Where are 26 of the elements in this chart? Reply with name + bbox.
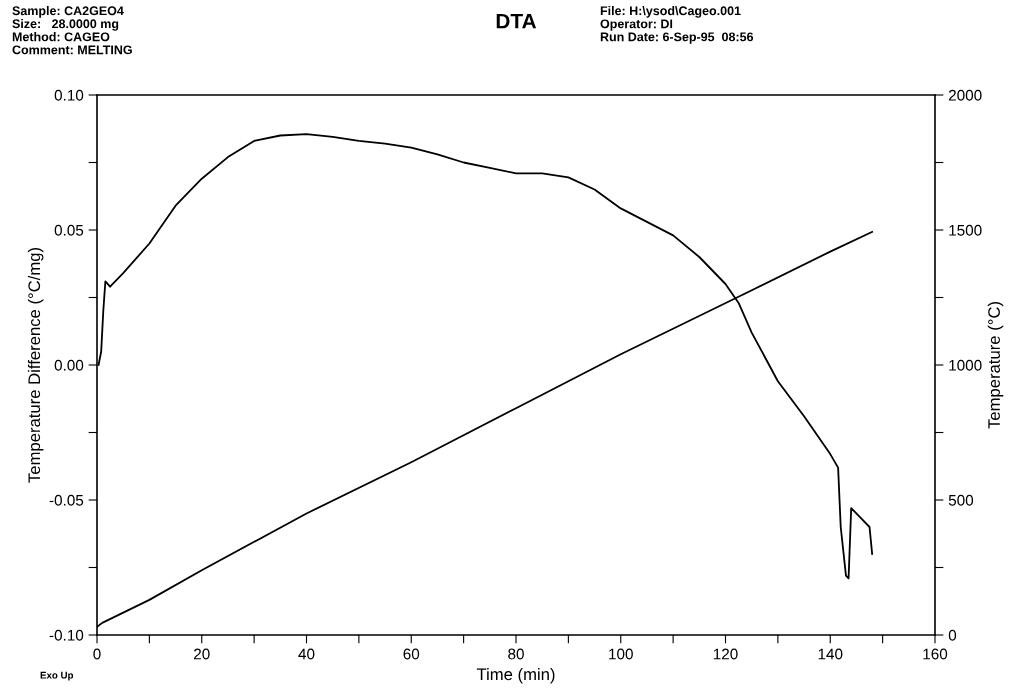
y-tick-label: -0.05 — [49, 494, 84, 506]
x-tick-label: 140 — [818, 648, 843, 660]
x-tick-label: 0 — [93, 648, 101, 660]
y2-tick-label: 0 — [948, 629, 957, 641]
x-tick-label: 100 — [609, 648, 633, 660]
y-tick-label: 0.10 — [54, 89, 84, 101]
x-tick-label: 60 — [403, 648, 420, 660]
chart-title: DTA — [496, 14, 537, 29]
x-tick-label: 40 — [298, 648, 315, 660]
y2-tick-label: 1000 — [949, 359, 982, 371]
text: File: H:\ysod\Cageo.001 Operator: DI Run Date: 6-Sep-95 08:56 — [600, 6, 754, 44]
y-tick-label: 0.00 — [54, 359, 84, 371]
y2-tick-label: 1500 — [949, 224, 982, 236]
x-tick-label: 80 — [508, 648, 524, 660]
x-axis-title: Time (min) — [476, 667, 555, 684]
x-tick-label: 160 — [923, 648, 948, 660]
y2-tick-label: 2000 — [948, 89, 982, 101]
text: Exo Up — [40, 671, 74, 681]
y2-axis-title: Temperature (°C) — [987, 302, 1004, 429]
x-tick-label: 20 — [194, 648, 210, 660]
y-axis-title: Temperature Difference (°C/mg) — [27, 247, 44, 483]
y-tick-label: -0.10 — [49, 629, 84, 641]
text: Sample: CA2GEO4 Size: 28.0000 mg Method: CAGEO Comment: MELTING — [12, 6, 132, 55]
y-tick-label: 0.05 — [54, 224, 84, 236]
x-tick-label: 120 — [713, 648, 738, 660]
y2-tick-label: 500 — [948, 494, 974, 506]
